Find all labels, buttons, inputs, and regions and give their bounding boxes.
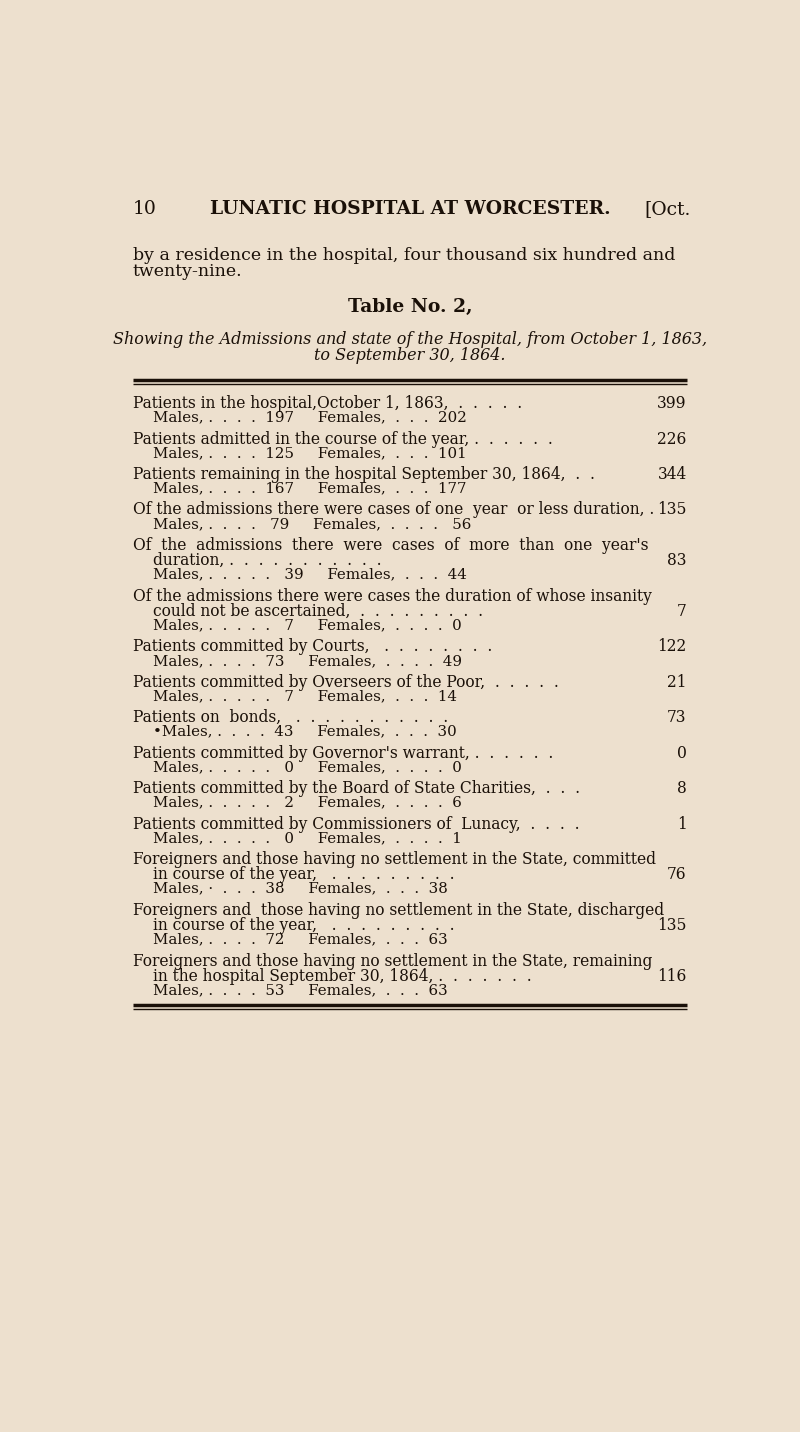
Text: Patients committed by Commissioners of  Lunacy,  .  .  .  .: Patients committed by Commissioners of L…	[133, 816, 579, 832]
Text: LUNATIC HOSPITAL AT WORCESTER.: LUNATIC HOSPITAL AT WORCESTER.	[210, 200, 610, 218]
Text: Males, .  .  .  .  .   2     Females,  .  .  .  .  6: Males, . . . . . 2 Females, . . . . 6	[153, 796, 462, 809]
Text: Foreigners and those having no settlement in the State, remaining: Foreigners and those having no settlemen…	[133, 952, 652, 969]
Text: Patients committed by Overseers of the Poor,  .  .  .  .  .: Patients committed by Overseers of the P…	[133, 674, 558, 690]
Text: 0: 0	[677, 745, 686, 762]
Text: Patients in the hospital,October 1, 1863,  .  .  .  .  .: Patients in the hospital,October 1, 1863…	[133, 395, 522, 412]
Text: Patients on  bonds,   .  .  .  .  .  .  .  .  .  .  .: Patients on bonds, . . . . . . . . . . .	[133, 709, 448, 726]
Text: 21: 21	[667, 674, 686, 690]
Text: Males, .  .  .  .  .   0     Females,  .  .  .  .  1: Males, . . . . . 0 Females, . . . . 1	[153, 831, 462, 845]
Text: Foreigners and  those having no settlement in the State, discharged: Foreigners and those having no settlemen…	[133, 902, 664, 919]
Text: Patients committed by the Board of State Charities,  .  .  .: Patients committed by the Board of State…	[133, 780, 580, 798]
Text: Showing the Admissions and state of the Hospital, from October 1, 1863,: Showing the Admissions and state of the …	[113, 331, 707, 348]
Text: Males, .  .  .  .  .   0     Females,  .  .  .  .  0: Males, . . . . . 0 Females, . . . . 0	[153, 760, 462, 775]
Text: Of the admissions there were cases the duration of whose insanity: Of the admissions there were cases the d…	[133, 587, 651, 604]
Text: 116: 116	[658, 968, 686, 985]
Text: 1: 1	[677, 816, 686, 832]
Text: Males, .  .  .  .   79     Females,  .  .  .  .   56: Males, . . . . 79 Females, . . . . 56	[153, 517, 471, 531]
Text: 344: 344	[658, 465, 686, 483]
Text: 83: 83	[667, 553, 686, 569]
Text: Males, .  .  .  .  .   7     Females,  .  .  .  14: Males, . . . . . 7 Females, . . . 14	[153, 689, 457, 703]
Text: Males, .  .  .  .  125     Females,  .  .  .  101: Males, . . . . 125 Females, . . . 101	[153, 445, 466, 460]
Text: 399: 399	[657, 395, 686, 412]
Text: Males, .  .  .  .  .   7     Females,  .  .  .  .  0: Males, . . . . . 7 Females, . . . . 0	[153, 619, 462, 633]
Text: Patients committed by Governor's warrant, .  .  .  .  .  .: Patients committed by Governor's warrant…	[133, 745, 553, 762]
Text: 10: 10	[133, 200, 157, 218]
Text: •Males, .  .  .  .  43     Females,  .  .  .  30: •Males, . . . . 43 Females, . . . 30	[153, 725, 457, 739]
Text: could not be ascertained,  .  .  .  .  .  .  .  .  .: could not be ascertained, . . . . . . . …	[153, 603, 483, 620]
Text: 8: 8	[677, 780, 686, 798]
Text: Patients admitted in the course of the year, .  .  .  .  .  .: Patients admitted in the course of the y…	[133, 431, 553, 448]
Text: Patients committed by Courts,   .  .  .  .  .  .  .  .: Patients committed by Courts, . . . . . …	[133, 639, 492, 656]
Text: 122: 122	[658, 639, 686, 656]
Text: to September 30, 1864.: to September 30, 1864.	[314, 348, 506, 364]
Text: in the hospital September 30, 1864, .  .  .  .  .  .  .: in the hospital September 30, 1864, . . …	[153, 968, 531, 985]
Text: Of the admissions there were cases of one  year  or less duration, .: Of the admissions there were cases of on…	[133, 501, 654, 518]
Text: Foreigners and those having no settlement in the State, committed: Foreigners and those having no settlemen…	[133, 851, 655, 868]
Text: Males, .  .  .  .  53     Females,  .  .  .  63: Males, . . . . 53 Females, . . . 63	[153, 984, 447, 998]
Text: 76: 76	[667, 866, 686, 884]
Text: Males, .  .  .  .  .   39     Females,  .  .  .  44: Males, . . . . . 39 Females, . . . 44	[153, 567, 466, 581]
Text: Patients remaining in the hospital September 30, 1864,  .  .: Patients remaining in the hospital Septe…	[133, 465, 594, 483]
Text: 7: 7	[677, 603, 686, 620]
Text: Males, .  .  .  .  72     Females,  .  .  .  63: Males, . . . . 72 Females, . . . 63	[153, 932, 447, 947]
Text: Of  the  admissions  there  were  cases  of  more  than  one  year's: Of the admissions there were cases of mo…	[133, 537, 648, 554]
Text: Males, .  .  .  .  73     Females,  .  .  .  .  49: Males, . . . . 73 Females, . . . . 49	[153, 654, 462, 667]
Text: in course of the year,   .  .  .  .  .  .  .  .  .: in course of the year, . . . . . . . . .	[153, 918, 454, 934]
Text: [Oct.: [Oct.	[644, 200, 690, 218]
Text: Table No. 2,: Table No. 2,	[348, 298, 472, 316]
Text: 135: 135	[657, 501, 686, 518]
Text: 226: 226	[658, 431, 686, 448]
Text: by a residence in the hospital, four thousand six hundred and: by a residence in the hospital, four tho…	[133, 246, 675, 263]
Text: in course of the year,   .  .  .  .  .  .  .  .  .: in course of the year, . . . . . . . . .	[153, 866, 454, 884]
Text: twenty-nine.: twenty-nine.	[133, 262, 242, 279]
Text: 135: 135	[657, 918, 686, 934]
Text: Males, .  .  .  .  167     Females,  .  .  .  177: Males, . . . . 167 Females, . . . 177	[153, 481, 466, 495]
Text: Males, .  .  .  .  197     Females,  .  .  .  202: Males, . . . . 197 Females, . . . 202	[153, 411, 466, 424]
Text: duration, .  .  .  .  .  .  .  .  .  .  .: duration, . . . . . . . . . . .	[153, 553, 382, 569]
Text: Males, ·  .  .  .  38     Females,  .  .  .  38: Males, · . . . 38 Females, . . . 38	[153, 882, 447, 896]
Text: 73: 73	[667, 709, 686, 726]
